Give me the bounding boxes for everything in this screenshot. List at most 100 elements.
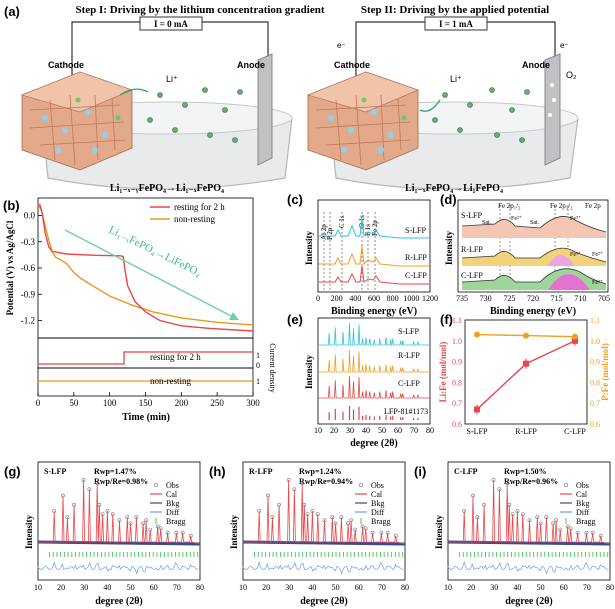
panel-c-xlabel: Binding energy (eV) [331,306,417,317]
panel-b-cd-tick-1b: 1 [256,377,260,386]
panel-g-obs-point [72,502,77,507]
panel-g-obs-point [87,487,92,492]
panel-h-rwp: Rwp=1.24% [299,467,342,476]
panel-i-obs-point [497,487,502,492]
panel-d-fe2-1: Fe²⁺ [511,216,522,222]
panel-b-xtick-label: 100 [103,398,117,408]
panel-b-annotation: Li₁₋ₓFePO₄→LiFePO₄ [107,224,203,279]
panel-f-p-point [523,332,529,339]
panel-b-arrow-head [229,312,239,320]
panel-g-xlabel: degree (2θ) [95,596,143,607]
panel-e-xtick-label: 50 [378,426,386,435]
step2-cathode-label: Cathode [334,60,370,70]
panel-g-obs-point [155,524,160,529]
panel-i-obs-point [575,530,580,535]
panel-g-xtick-label: 80 [196,583,204,592]
panel-g-obs-point [65,515,70,520]
panel-d-peak-2: Fe 2p₃/₂ [550,202,573,210]
panel-c-peak-p: P 2p [326,227,334,240]
panel-b-xtick-label: 200 [175,398,189,408]
panel-b-legend-nonresting: non-resting [174,214,215,224]
panel-c-ylabel: Intensity [304,231,314,266]
panel-c-xticks: 0 200 400 600 800 1000 1200 [316,294,438,303]
panel-b-ytick-label: -1.2 [21,316,35,326]
step1-cathode-label: Cathode [48,60,84,70]
panel-c-xtick-label: 400 [349,294,361,303]
panel-c-xtick-label: 200 [331,294,343,303]
panel-g-frame [37,461,201,581]
panel-h-legend-label: Obs [371,481,384,490]
panel-h-obs-point [370,530,375,535]
panel-i-diff [447,561,609,575]
panel-h-obs-point [339,515,344,520]
panel-c-label: (c) [287,192,303,207]
panel-g-obs-point [125,515,130,520]
panel-h-obs-point [379,530,384,535]
panel-e: (e) Intensity S-LFP R-LFP C-LFP LFP-81#1… [287,312,434,449]
panel-i-obs-point [584,530,589,535]
panel-e-label-c: C-LFP [398,379,420,388]
panel-g-obs-point [174,530,179,535]
panel-f-ytick-left: 0.9 [452,358,462,367]
panel-d-ylabel: Intensity [444,231,454,266]
panel-e-xtick-label: 30 [346,426,354,435]
panel-f-li-point [523,360,529,367]
step2-electrolyte-ions [432,87,530,143]
panel-g-ratio: Rwp/Re=0.98% [94,477,148,486]
panel-h-xtick-label: 20 [262,583,270,592]
panel-g-obs-point [128,521,133,526]
panel-e-xticks: 10 20 30 40 50 60 70 80 [314,426,434,435]
panel-b-resting-curve [37,203,254,332]
panel-b-label: (b) [3,198,20,213]
panel-g-sample: S-LFP [44,467,66,476]
panel-g-legend-label: Diff [166,508,180,517]
panel-h-obs-point [277,502,282,507]
panel-e-patterns [318,322,430,420]
panel-h-obs-point [363,526,368,531]
step2-electron-right: e⁻ [560,41,569,50]
step1-title: Step I: Driving by the lithium concentra… [75,4,324,16]
panel-g-obs-point [188,533,193,538]
panel-d-fe3-2: Fe³⁺ [570,252,581,258]
panel-d-xlabel: Binding energy (eV) [490,306,576,317]
panel-h-obs-point [346,521,350,526]
panel-c-xtick-label: 1200 [422,294,438,303]
panel-b-xtick-label: 250 [210,398,224,408]
step1-cathode-crystal [21,71,133,171]
panel-g-obs-point [81,478,86,482]
panel-e-label-ref: LFP-81#1173 [384,407,428,416]
panel-b-legend-resting: resting for 2 h [174,202,225,212]
panel-i-xtick-label: 60 [560,583,568,592]
panel-i-legend-label: Bkg [576,499,589,508]
panel-d-fe2-3: Fe²⁺ [592,280,603,286]
panel-b-xtick-label: 150 [139,398,153,408]
panel-f-ytick-right: 1.1 [590,316,600,325]
panel-d-label-s: S-LFP [461,211,482,220]
panel-f-label: (f) [440,312,453,327]
panel-c-xtick-label: 0 [316,294,320,303]
panel-g-xtick-label: 50 [127,583,135,592]
panel-h-legend-label: Bragg [371,517,391,526]
panel-g-obs-point [110,512,115,517]
panel-b-ylabel: Potential (V) vs Ag/AgCl [5,220,15,315]
panel-f-li-point [474,406,480,413]
panel-h-obs-point [315,512,320,517]
panel-i-legend-label: Bragg [576,517,596,526]
panel-b-lower-frame-2 [37,367,254,397]
panel-g-obs-point [165,530,170,535]
panel-i-xtick-label: 50 [537,583,545,592]
panel-g-xtick-label: 20 [57,583,65,592]
panel-g-label: (g) [4,464,21,479]
panel-i-xtick-label: 20 [467,583,475,592]
panel-e-pattern-line [318,349,430,373]
panel-f-ytick-right: 0.7 [590,399,600,408]
panel-d-label-c: C-LFP [461,271,483,280]
panel-h-obs-point [333,521,338,526]
panel-f-ytick-right: 0.6 [590,420,600,429]
panel-h-xtick-label: 30 [285,583,293,592]
panel-f-xtick-label: R-LFP [515,427,537,436]
panel-h-obs-point [270,515,275,520]
panel-i-xtick-label: 70 [583,583,591,592]
panel-b-ytick-label: 0.0 [24,211,36,221]
panel-f-ytick-left: 1.1 [452,316,462,325]
